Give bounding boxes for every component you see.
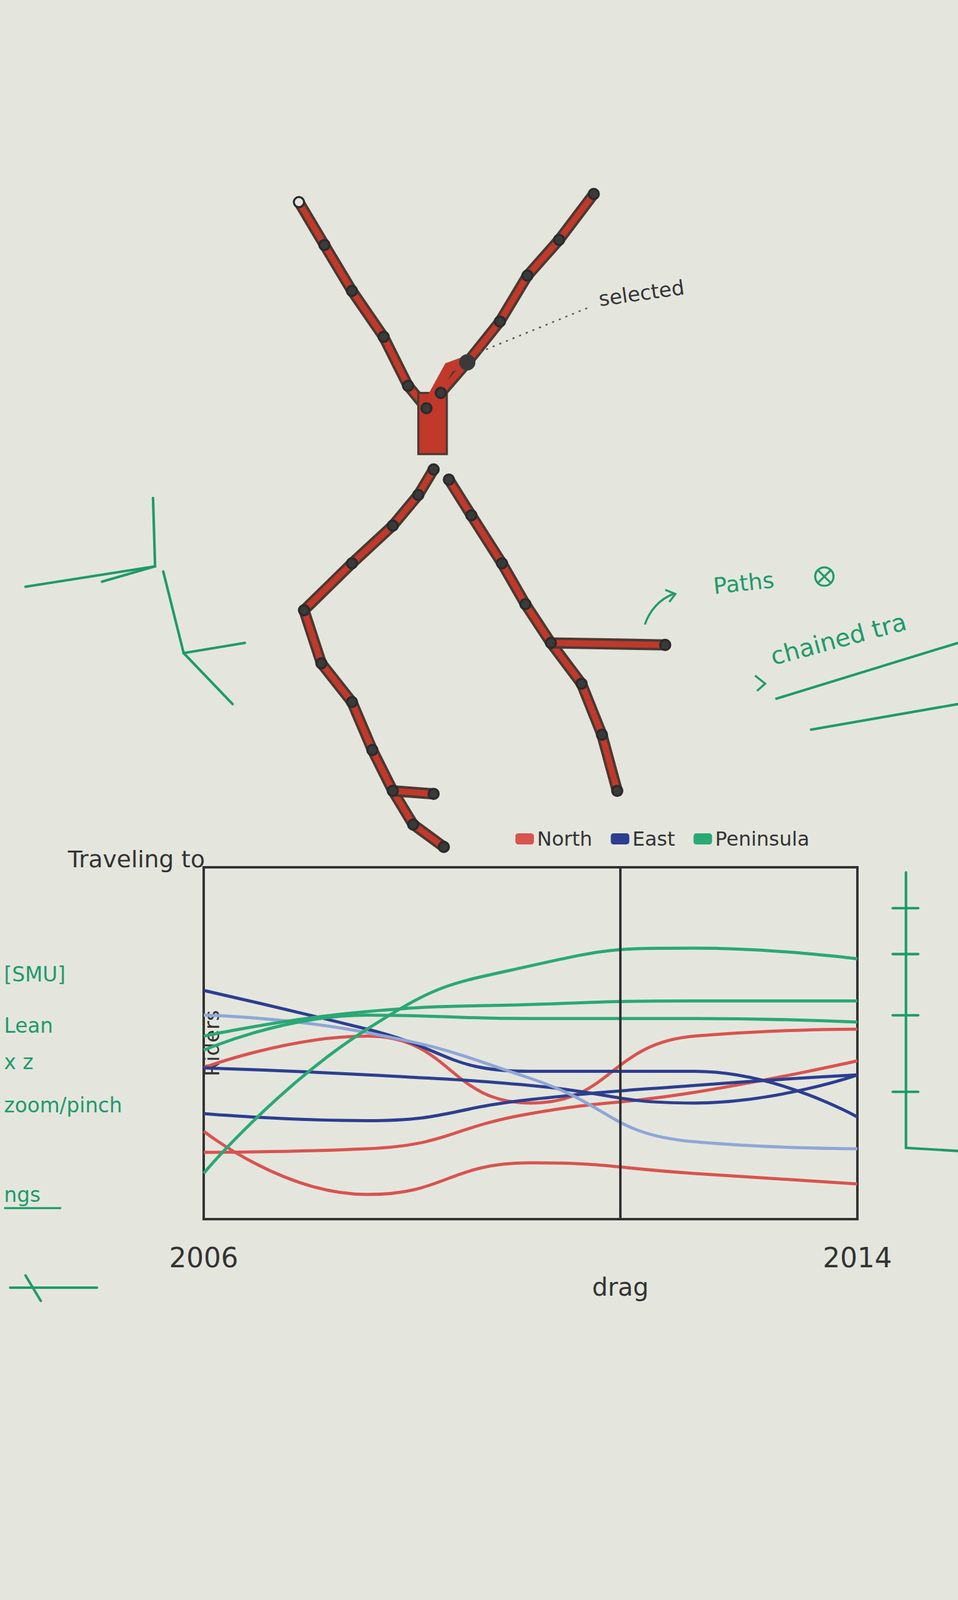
svg-text:Peninsula: Peninsula: [715, 827, 810, 851]
svg-text:ngs: ngs: [4, 1182, 41, 1207]
svg-text:drag: drag: [591, 1272, 649, 1302]
svg-text:Traveling to: Traveling to: [67, 845, 205, 873]
svg-text:[SMU]: [SMU]: [4, 962, 66, 987]
svg-text:x z: x z: [4, 1049, 34, 1075]
svg-text:East: East: [632, 827, 676, 851]
svg-text:Lean: Lean: [4, 1013, 54, 1038]
svg-text:chained tra: chained tra: [767, 607, 910, 671]
svg-text:North: North: [537, 827, 593, 851]
svg-text:Paths: Paths: [711, 566, 776, 600]
svg-text:2014: 2014: [822, 1241, 892, 1274]
svg-text:2006: 2006: [169, 1241, 239, 1274]
svg-text:zoom/pinch: zoom/pinch: [4, 1093, 123, 1118]
svg-text:selected: selected: [597, 275, 687, 312]
